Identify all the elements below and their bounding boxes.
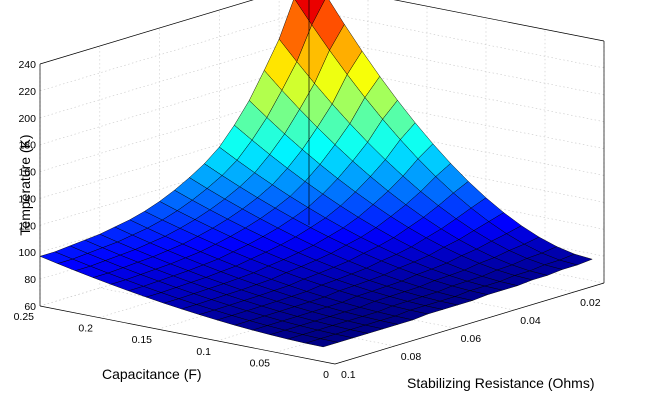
z-tick-label: 120: [18, 220, 36, 232]
y-tick-label: 0.2: [78, 323, 93, 335]
y-tick-label: 0.25: [14, 311, 35, 323]
z-tick-label: 100: [18, 247, 36, 259]
z-tick-label: 180: [18, 140, 36, 152]
x-axis-label: Stabilizing Resistance (Ohms): [407, 375, 595, 391]
x-tick-label: 0.02: [580, 297, 601, 309]
z-tick-label: 80: [24, 274, 36, 286]
axis-edge: [39, 305, 336, 365]
y-tick-label: 0: [323, 369, 329, 381]
temperature-surface: [39, 0, 593, 348]
z-tick-label: 160: [18, 167, 36, 179]
y-tick-label: 0.1: [196, 346, 211, 358]
x-tick-label: 0.08: [401, 351, 422, 363]
z-tick-label: 240: [18, 59, 36, 71]
y-tick-label: 0.15: [132, 334, 153, 346]
y-tick-label: 0.05: [250, 357, 271, 369]
z-tick-label: 220: [18, 86, 36, 98]
tick-labels: 60 80 100 120 140 160 180 200 220 240 0 0.05 0.1 0.15…: [14, 59, 601, 381]
axes-box: [39, 0, 605, 365]
y-axis-label: Capacitance (F): [102, 366, 202, 382]
x-tick-label: 0.04: [520, 315, 541, 327]
z-tick-label: 140: [18, 193, 36, 205]
z-tick-label: 200: [18, 113, 36, 125]
z-tick-label: 60: [24, 301, 36, 313]
axis-edge: [39, 0, 254, 65]
z-axis-label: Temperature (K): [17, 134, 33, 235]
axis-edge: [334, 282, 605, 365]
x-tick-label: 0.06: [461, 333, 482, 345]
surface-facet: [305, 338, 339, 348]
x-tick-label: 0.1: [341, 369, 356, 381]
axis-edge: [393, 0, 605, 42]
